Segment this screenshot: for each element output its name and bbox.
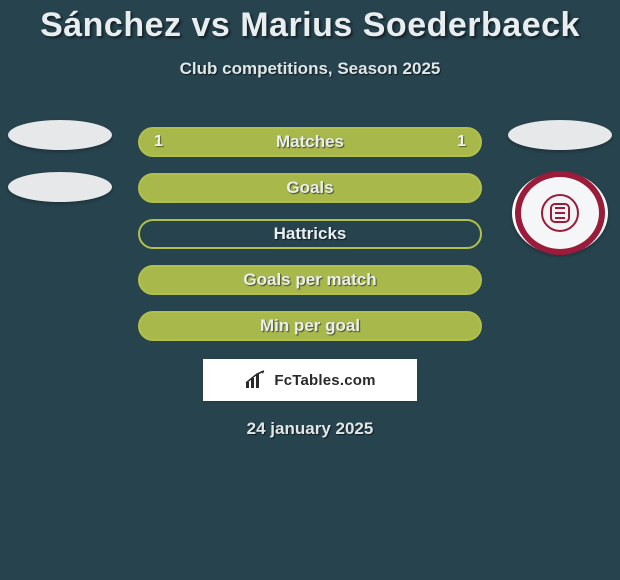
bar-chart-icon: [244, 370, 268, 390]
club-lanus-icon: [512, 172, 608, 254]
club-blank-icon: [8, 172, 112, 202]
stat-label: Matches: [276, 132, 344, 152]
stat-row-goals-per-match: Goals per match: [138, 265, 482, 295]
stat-row-hattricks: Hattricks: [138, 219, 482, 249]
infographic-card: Sánchez vs Marius Soederbaeck Club compe…: [0, 0, 620, 580]
stat-row-min-per-goal: Min per goal: [138, 311, 482, 341]
stat-row-goals: Goals: [138, 173, 482, 203]
page-title: Sánchez vs Marius Soederbaeck: [0, 0, 620, 45]
club-badge-inner: [515, 171, 605, 255]
page-subtitle: Club competitions, Season 2025: [0, 59, 620, 79]
player-silhouette-icon: [8, 120, 112, 150]
stat-label: Goals: [286, 178, 333, 198]
right-player-column: [508, 120, 612, 254]
player-silhouette-icon: [508, 120, 612, 150]
stat-row-matches: 1 Matches 1: [138, 127, 482, 157]
stat-label: Goals per match: [243, 270, 376, 290]
footer-date: 24 january 2025: [0, 419, 620, 439]
watermark-text: FcTables.com: [274, 372, 375, 389]
stat-left-value: 1: [154, 133, 163, 151]
stat-label: Hattricks: [274, 224, 347, 244]
stat-right-value: 1: [457, 133, 466, 151]
left-player-column: [8, 120, 112, 202]
stat-label: Min per goal: [260, 316, 360, 336]
watermark: FcTables.com: [203, 359, 417, 401]
